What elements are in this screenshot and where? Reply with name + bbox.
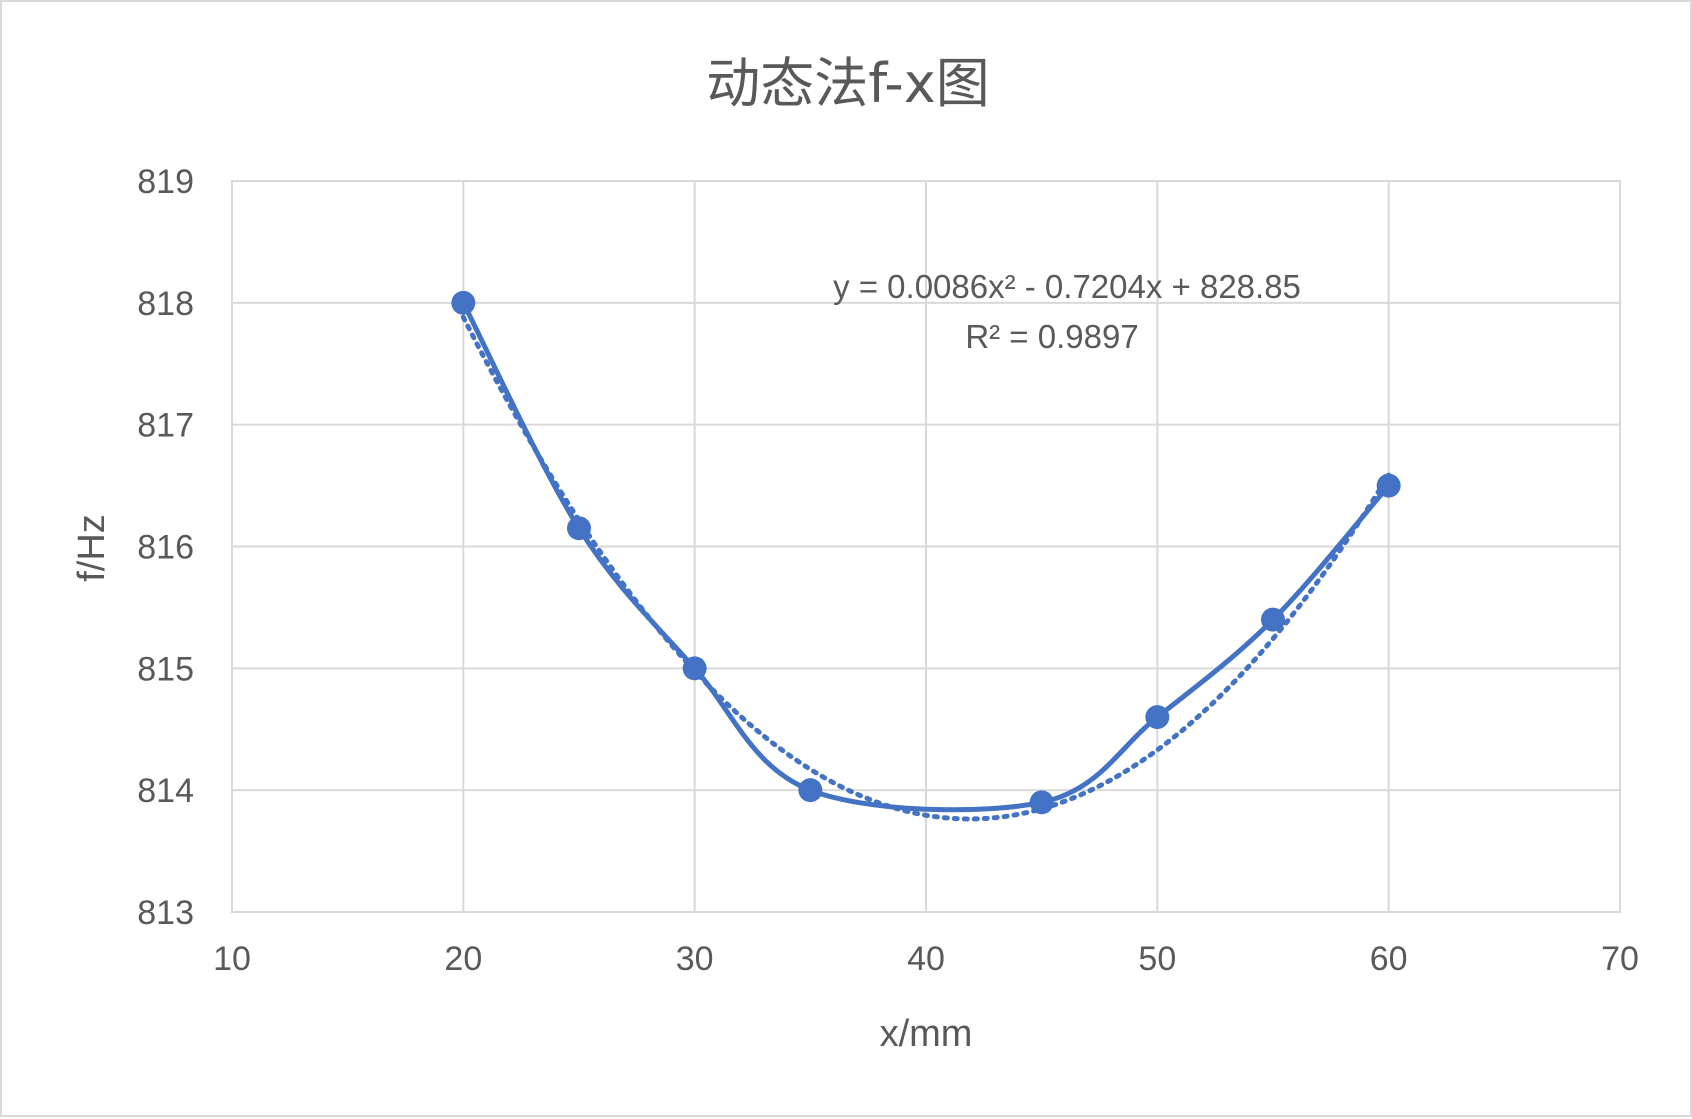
x-tick-label: 10 — [213, 940, 251, 978]
x-tick-label: 30 — [676, 940, 714, 978]
plot-area-border — [231, 180, 1621, 913]
data-point — [1376, 473, 1401, 498]
x-tick-label: 40 — [907, 940, 945, 978]
x-tick-label: 60 — [1370, 940, 1408, 978]
x-tick-label: 20 — [444, 940, 482, 978]
x-tick-label: 50 — [1138, 940, 1176, 978]
x-axis-tick-labels: 10 20 30 40 50 60 70 — [213, 940, 1639, 978]
data-point — [1029, 790, 1054, 815]
y-tick-label: 819 — [137, 163, 194, 201]
data-point — [1145, 705, 1170, 730]
x-tick-label: 70 — [1601, 940, 1639, 978]
trendline-r2: R² = 0.9897 — [965, 318, 1138, 355]
y-tick-label: 814 — [137, 772, 194, 810]
chart-title: 动态法f-x图 — [706, 52, 990, 115]
data-point — [798, 778, 823, 803]
y-tick-label: 815 — [137, 650, 194, 688]
y-tick-label: 813 — [137, 894, 194, 932]
data-point — [451, 290, 476, 315]
x-axis-title: x/mm — [880, 1013, 973, 1055]
y-axis-title: f/Hz — [71, 514, 113, 582]
y-tick-label: 816 — [137, 529, 194, 567]
y-tick-label: 817 — [137, 407, 194, 445]
series-markers — [451, 290, 1401, 815]
y-axis-tick-labels: 813 814 815 816 817 818 819 — [137, 163, 194, 932]
data-point — [682, 656, 707, 681]
data-point — [1261, 607, 1285, 632]
y-tick-label: 818 — [137, 285, 194, 323]
data-point — [567, 516, 591, 541]
trendline-equation: y = 0.0086x² - 0.7204x + 828.85 — [833, 268, 1301, 305]
trendline — [460, 314, 1392, 822]
